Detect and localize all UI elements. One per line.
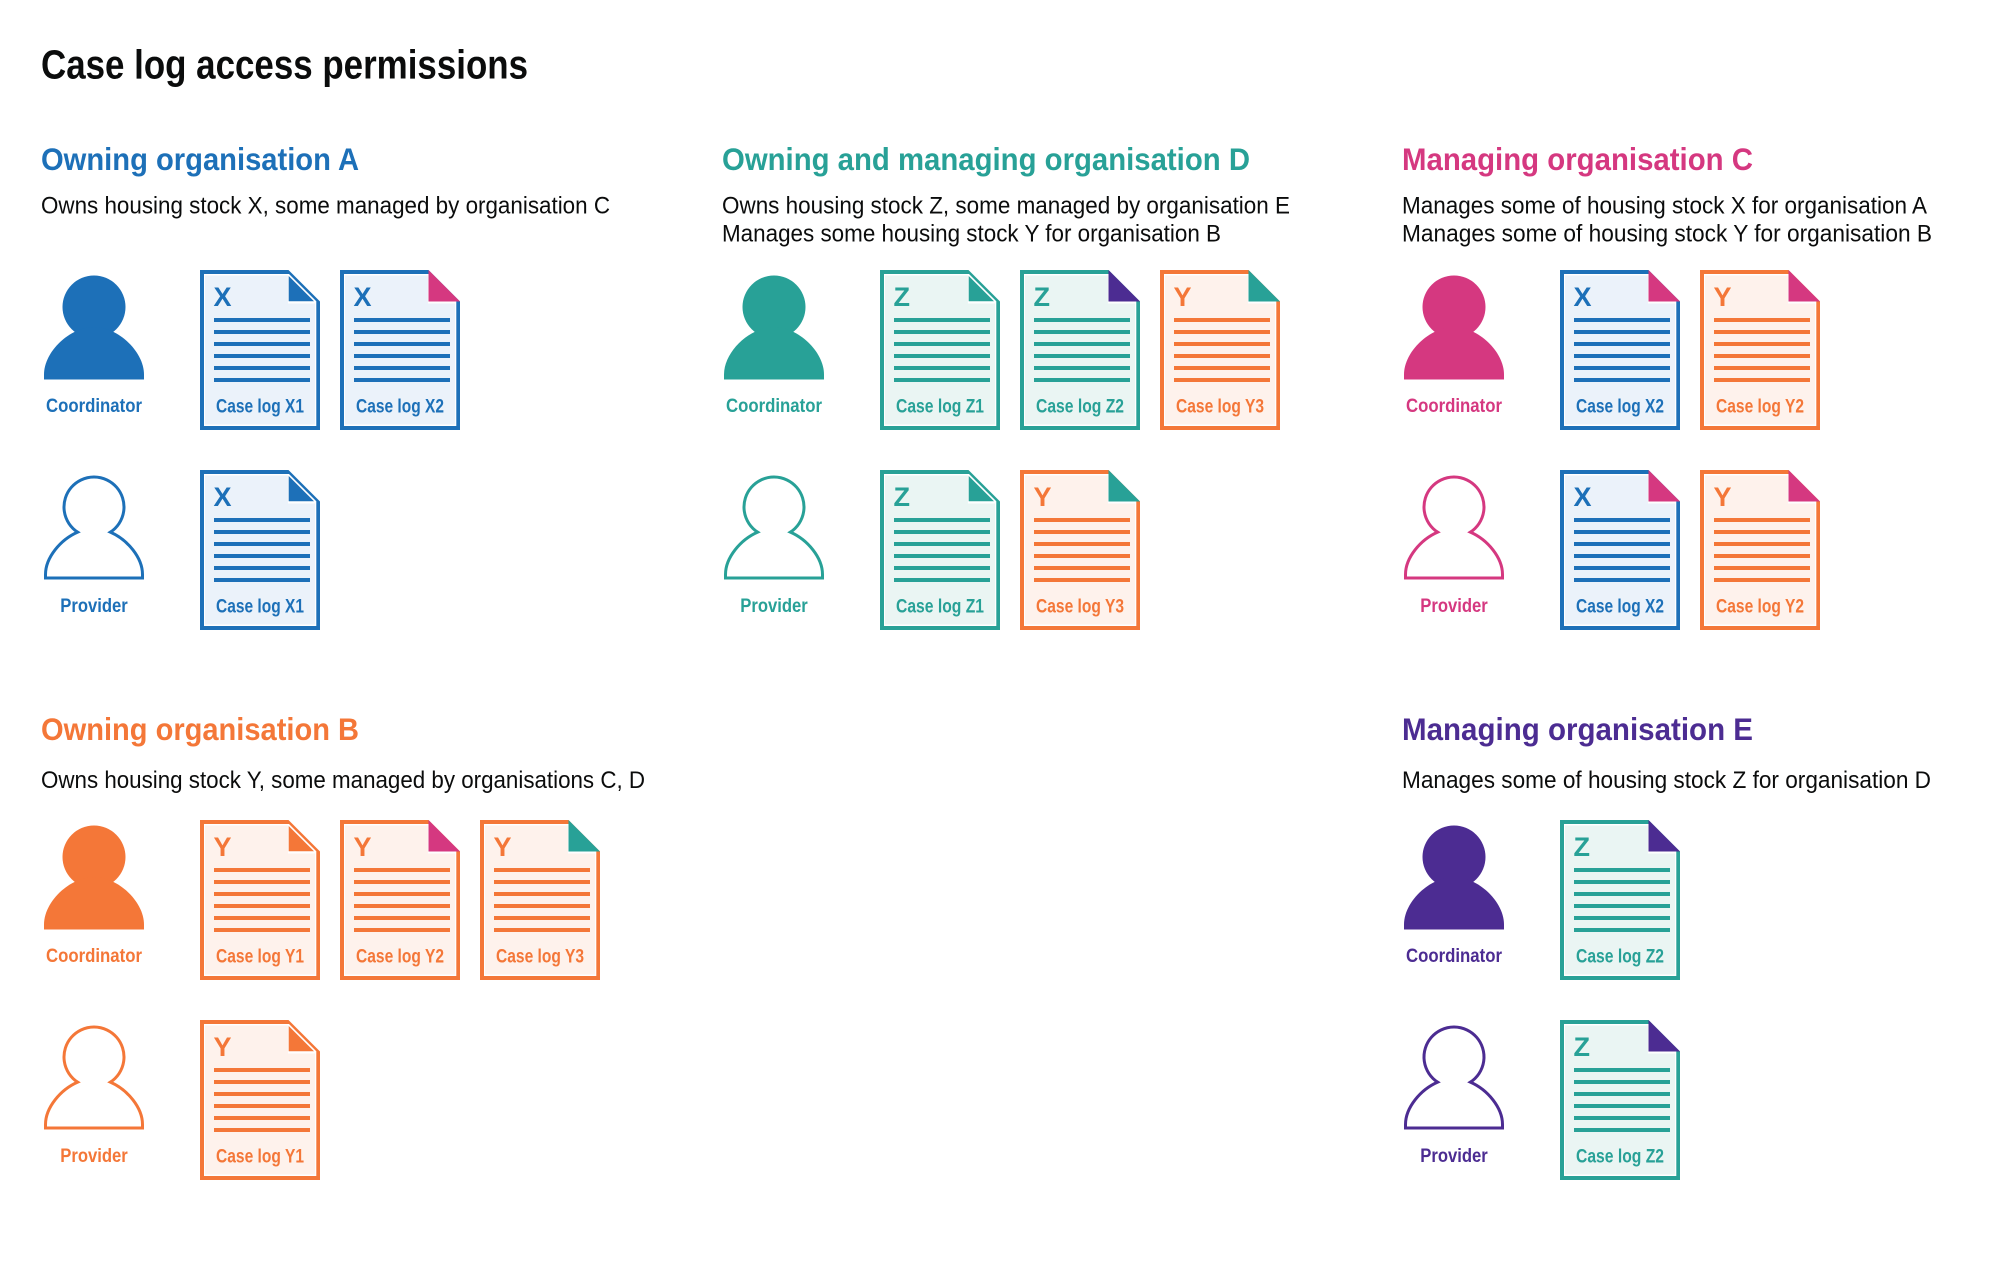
svg-text:Provider: Provider (740, 596, 808, 617)
svg-text:X: X (214, 482, 232, 512)
svg-text:Z: Z (1034, 282, 1051, 312)
svg-text:Provider: Provider (60, 1146, 128, 1167)
svg-text:Managing organisation E: Managing organisation E (1402, 711, 1753, 747)
svg-text:Y: Y (214, 832, 232, 862)
svg-text:Provider: Provider (60, 596, 128, 617)
svg-text:Manages some of housing stock: Manages some of housing stock Z for orga… (1402, 767, 1931, 794)
svg-text:X: X (1574, 482, 1592, 512)
svg-text:Case log Y2: Case log Y2 (356, 946, 444, 968)
svg-text:Case log Y1: Case log Y1 (216, 946, 304, 968)
svg-text:Case log access permissions: Case log access permissions (41, 42, 528, 88)
svg-text:Case log Y3: Case log Y3 (1036, 596, 1124, 618)
svg-text:Y: Y (214, 1032, 232, 1062)
svg-text:Coordinator: Coordinator (1406, 946, 1503, 967)
svg-text:Y: Y (494, 832, 512, 862)
svg-text:Coordinator: Coordinator (726, 396, 823, 417)
svg-text:Coordinator: Coordinator (46, 396, 143, 417)
svg-text:Z: Z (1574, 832, 1591, 862)
svg-text:Managing organisation C: Managing organisation C (1402, 141, 1753, 177)
svg-text:Case log Y2: Case log Y2 (1716, 396, 1804, 418)
svg-text:Manages some of housing stock: Manages some of housing stock X for orga… (1402, 193, 1927, 220)
svg-text:Case log Z2: Case log Z2 (1036, 396, 1124, 418)
svg-text:Y: Y (354, 832, 372, 862)
svg-text:X: X (214, 282, 232, 312)
svg-text:Case log Z1: Case log Z1 (896, 396, 984, 418)
svg-text:X: X (354, 282, 372, 312)
svg-text:Case log X2: Case log X2 (1576, 396, 1664, 418)
svg-text:Owns housing stock Z, some man: Owns housing stock Z, some managed by or… (722, 193, 1290, 220)
svg-text:Case log Y3: Case log Y3 (1176, 396, 1264, 418)
svg-text:Case log Y3: Case log Y3 (496, 946, 584, 968)
svg-text:X: X (1574, 282, 1592, 312)
svg-text:Coordinator: Coordinator (46, 946, 143, 967)
svg-text:Provider: Provider (1420, 1146, 1488, 1167)
svg-text:Owning organisation A: Owning organisation A (41, 141, 359, 177)
svg-text:Manages some of housing stock: Manages some of housing stock Y for orga… (1402, 221, 1932, 248)
svg-text:Owns housing stock Y, some man: Owns housing stock Y, some managed by or… (41, 767, 645, 794)
svg-text:Provider: Provider (1420, 596, 1488, 617)
svg-text:Y: Y (1714, 282, 1732, 312)
svg-text:Case log Z2: Case log Z2 (1576, 946, 1664, 968)
svg-text:Y: Y (1174, 282, 1192, 312)
svg-text:Z: Z (1574, 1032, 1591, 1062)
svg-text:Case log X1: Case log X1 (216, 396, 304, 418)
svg-text:Manages some housing stock Y f: Manages some housing stock Y for organis… (722, 221, 1221, 248)
svg-text:Owning organisation B: Owning organisation B (41, 711, 359, 747)
svg-text:Case log X2: Case log X2 (356, 396, 444, 418)
svg-text:Z: Z (894, 482, 911, 512)
svg-text:Case log X2: Case log X2 (1576, 596, 1664, 618)
svg-text:Case log Y2: Case log Y2 (1716, 596, 1804, 618)
svg-text:Case log X1: Case log X1 (216, 596, 304, 618)
svg-text:Owning and managing organisati: Owning and managing organisation D (722, 141, 1250, 177)
svg-text:Case log Z2: Case log Z2 (1576, 1146, 1664, 1168)
svg-text:Z: Z (894, 282, 911, 312)
svg-text:Y: Y (1034, 482, 1052, 512)
svg-text:Y: Y (1714, 482, 1732, 512)
svg-text:Case log Z1: Case log Z1 (896, 596, 984, 618)
svg-text:Case log Y1: Case log Y1 (216, 1146, 304, 1168)
svg-text:Coordinator: Coordinator (1406, 396, 1503, 417)
svg-text:Owns housing stock X, some man: Owns housing stock X, some managed by or… (41, 193, 610, 220)
